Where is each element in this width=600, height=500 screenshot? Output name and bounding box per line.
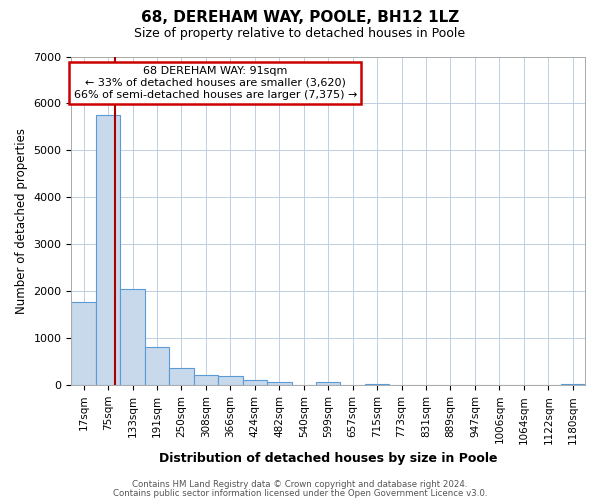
Bar bbox=[96, 115, 121, 385]
Bar bbox=[218, 376, 242, 385]
Text: Contains public sector information licensed under the Open Government Licence v3: Contains public sector information licen… bbox=[113, 488, 487, 498]
Bar bbox=[194, 375, 218, 385]
Y-axis label: Number of detached properties: Number of detached properties bbox=[15, 128, 28, 314]
Bar bbox=[121, 289, 145, 385]
Bar bbox=[316, 382, 340, 385]
Bar bbox=[365, 384, 389, 385]
Text: Size of property relative to detached houses in Poole: Size of property relative to detached ho… bbox=[134, 28, 466, 40]
Bar bbox=[242, 380, 267, 385]
Text: 68 DEREHAM WAY: 91sqm
← 33% of detached houses are smaller (3,620)
66% of semi-d: 68 DEREHAM WAY: 91sqm ← 33% of detached … bbox=[74, 66, 357, 100]
Bar bbox=[560, 384, 585, 385]
Bar bbox=[145, 346, 169, 385]
Bar bbox=[71, 302, 96, 385]
Text: Contains HM Land Registry data © Crown copyright and database right 2024.: Contains HM Land Registry data © Crown c… bbox=[132, 480, 468, 489]
Text: 68, DEREHAM WAY, POOLE, BH12 1LZ: 68, DEREHAM WAY, POOLE, BH12 1LZ bbox=[141, 10, 459, 25]
X-axis label: Distribution of detached houses by size in Poole: Distribution of detached houses by size … bbox=[159, 452, 497, 465]
Bar bbox=[267, 382, 292, 385]
Bar bbox=[169, 368, 194, 385]
